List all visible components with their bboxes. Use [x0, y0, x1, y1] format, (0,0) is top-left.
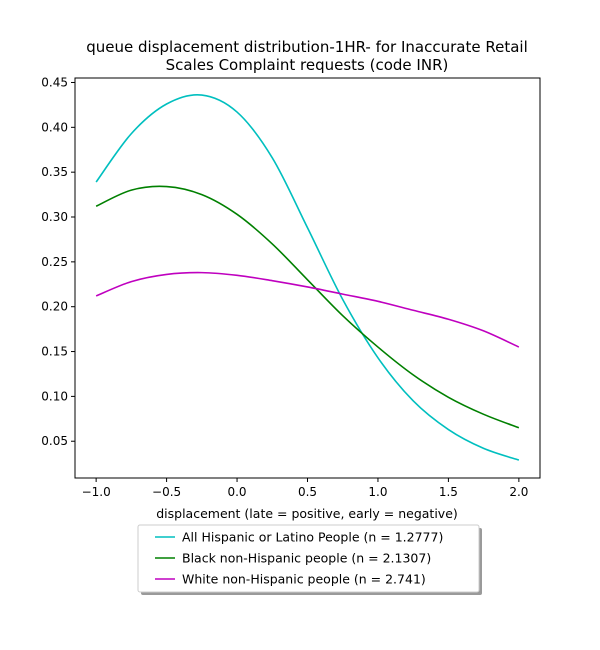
chart-title: queue displacement distribution-1HR- for…	[86, 38, 527, 74]
x-tick-label: 1.0	[368, 485, 387, 499]
x-tick-label: 2.0	[509, 485, 528, 499]
y-tick-label: 0.45	[41, 75, 68, 89]
y-tick-label: 0.25	[41, 255, 68, 269]
y-tick-label: 0.35	[41, 165, 68, 179]
y-tick-label: 0.10	[41, 389, 68, 403]
series-line-2	[95, 185, 520, 429]
legend-label-2: Black non-Hispanic people (n = 2.1307)	[182, 551, 431, 566]
x-tick-label: −0.5	[152, 485, 181, 499]
series-layer	[95, 93, 520, 461]
x-tick-label: 1.5	[439, 485, 458, 499]
series-line-1	[95, 93, 520, 461]
legend-box	[137, 524, 480, 593]
y-tick-label: 0.30	[41, 210, 68, 224]
series-line-3	[95, 271, 520, 348]
x-axis-label: displacement (late = positive, early = n…	[156, 506, 458, 521]
y-tick-label: 0.40	[41, 120, 68, 134]
legend-label-1: All Hispanic or Latino People (n = 1.277…	[182, 530, 443, 545]
x-tick-label: −1.0	[82, 485, 111, 499]
chart-title-line-2: Scales Complaint requests (code INR)	[166, 56, 449, 74]
y-axis: 0.05 0.10 0.15 0.20 0.25 0.30 0.35 0.40 0.45	[41, 75, 75, 448]
chart-title-line-1: queue displacement distribution-1HR- for…	[86, 38, 527, 56]
legend: All Hispanic or Latino People (n = 1.277…	[137, 524, 482, 595]
y-tick-label: 0.15	[41, 345, 68, 359]
y-tick-label: 0.20	[41, 300, 68, 314]
x-tick-label: 0.0	[227, 485, 246, 499]
x-axis: −1.0 −0.5 0.0 0.5 1.0 1.5 2.0	[82, 478, 528, 499]
legend-label-3: White non-Hispanic people (n = 2.741)	[182, 572, 426, 587]
x-tick-label: 0.5	[298, 485, 317, 499]
y-tick-label: 0.05	[41, 434, 68, 448]
